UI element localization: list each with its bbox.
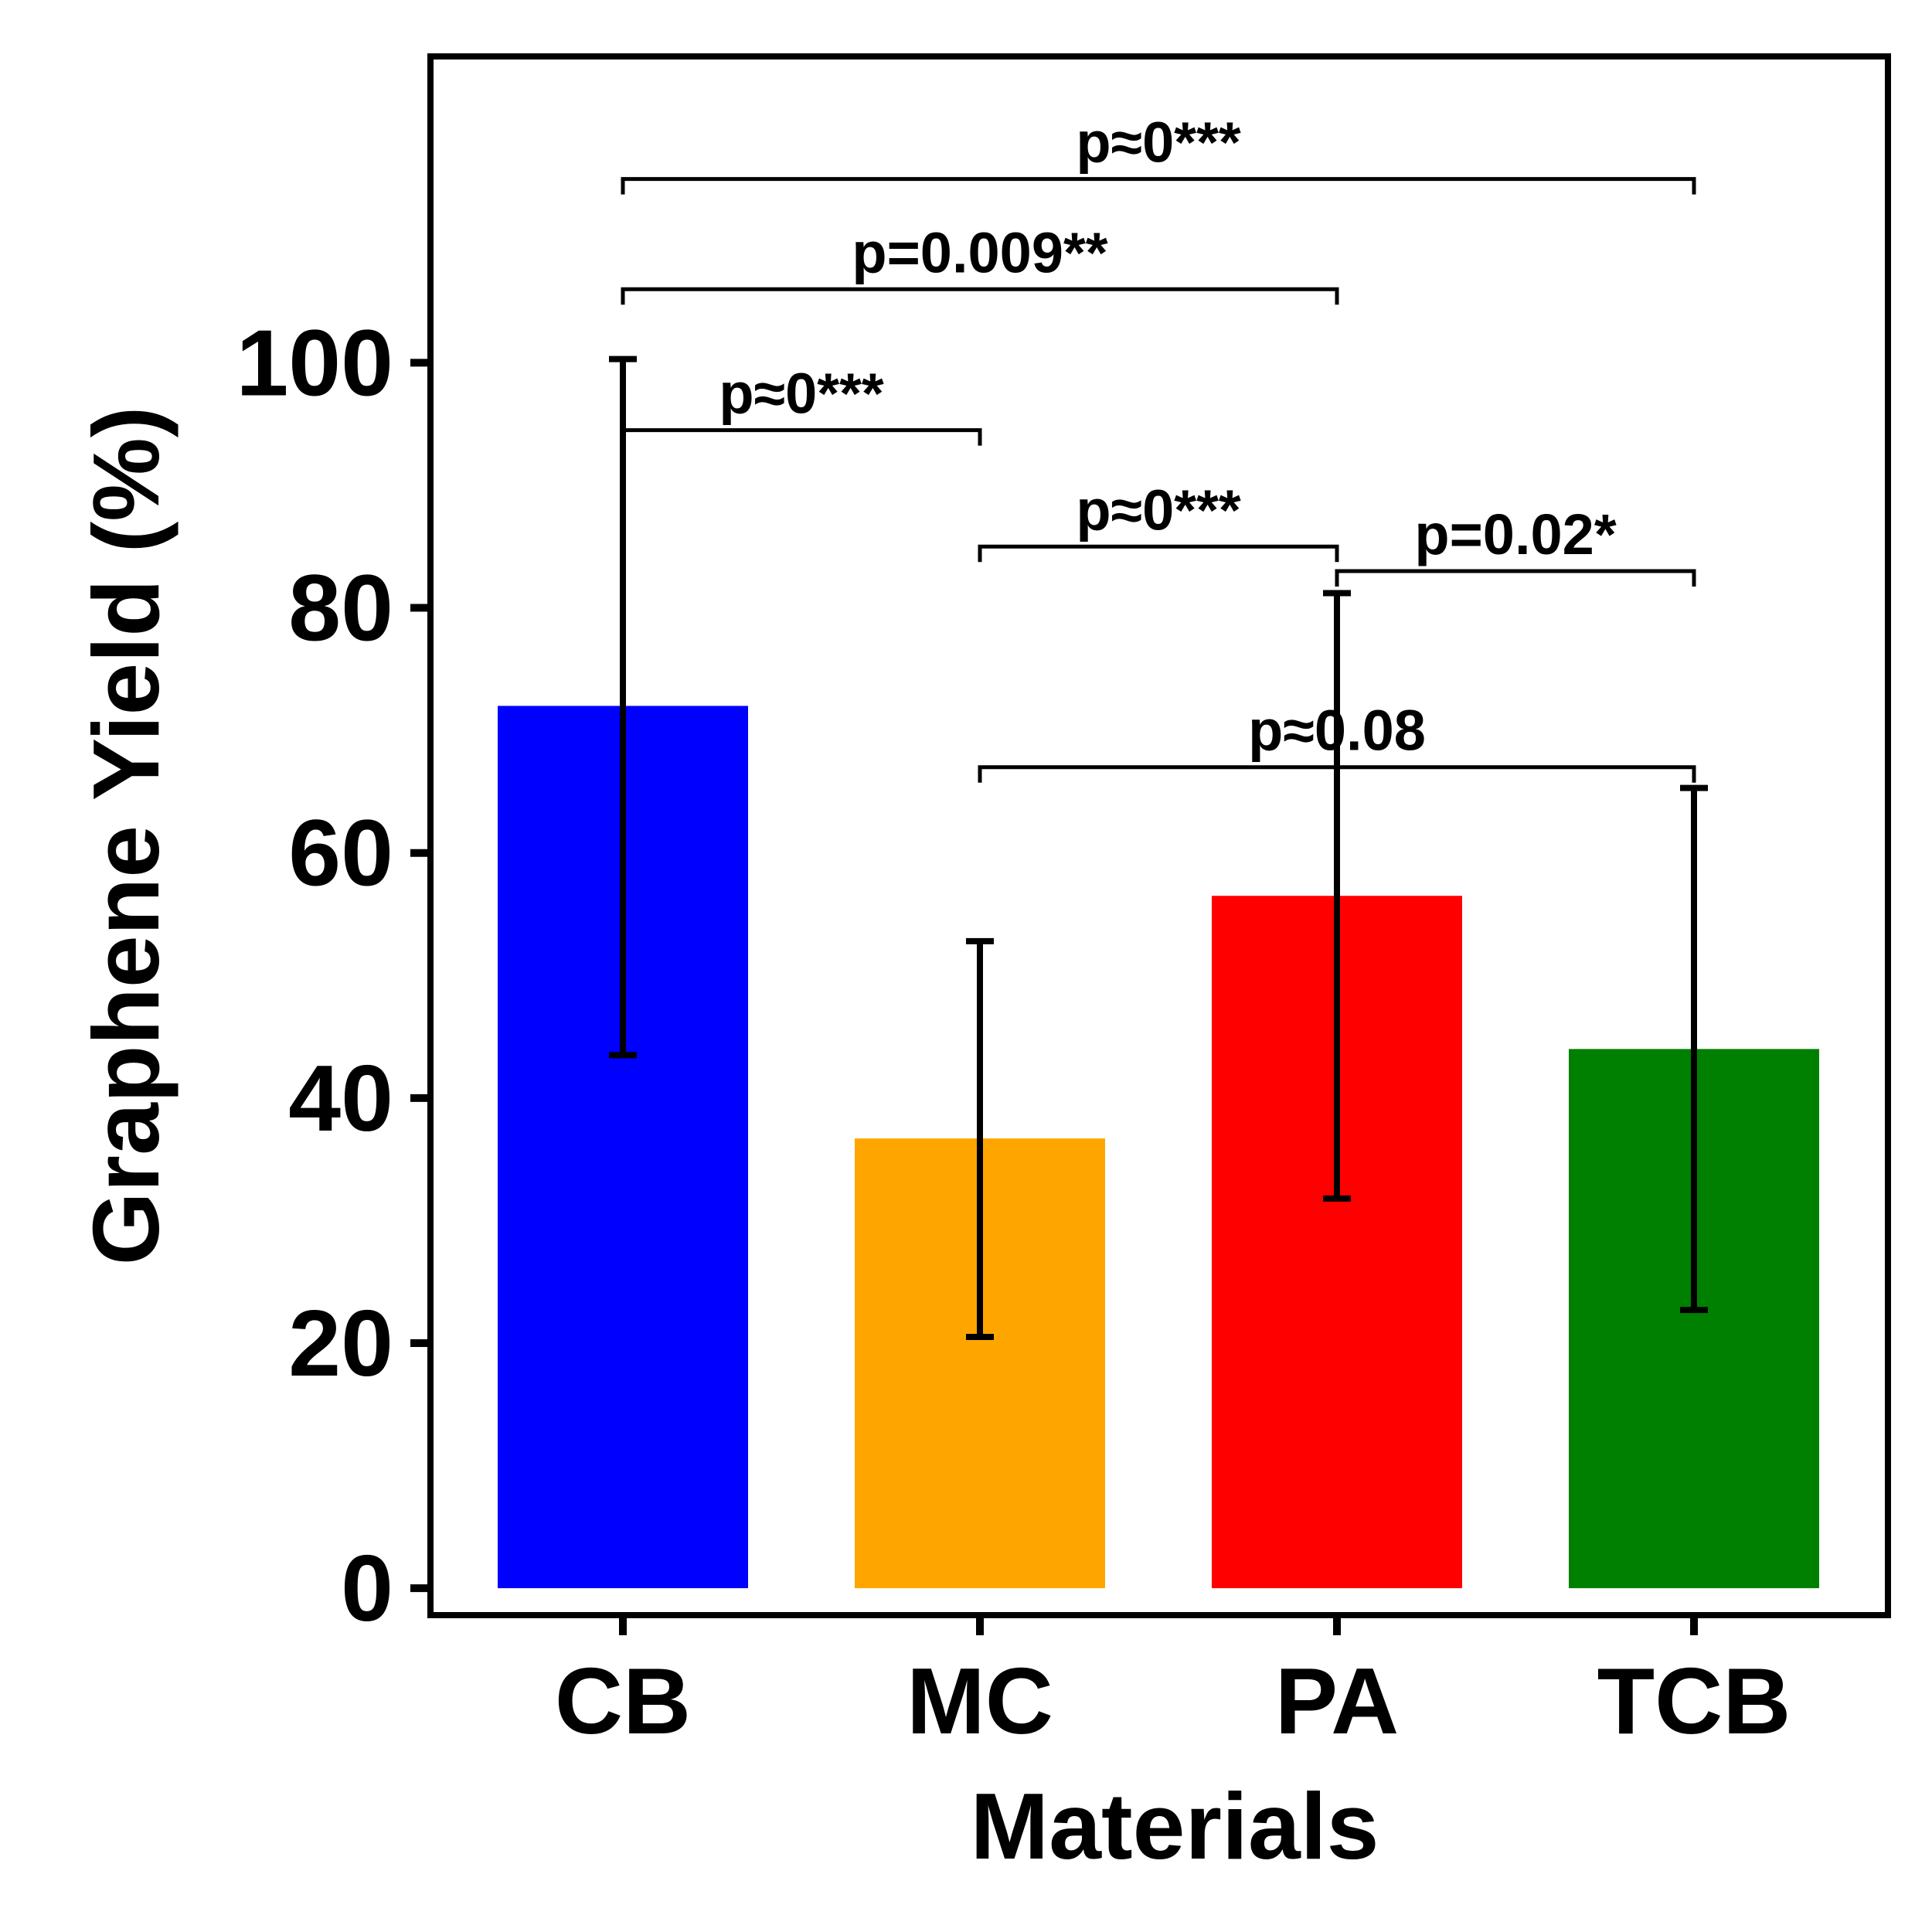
significance-brackets-layer: p≈0*** p≈0*** p=0.02* p≈0.08 p=0.009** p≈0*** bbox=[621, 111, 1696, 783]
error-bars-layer bbox=[609, 355, 1708, 1341]
significance-bracket-2: p≈0*** bbox=[978, 478, 1339, 563]
bracket-line bbox=[621, 287, 1339, 305]
y-tick-label: 40 bbox=[288, 1046, 393, 1151]
bracket-line bbox=[623, 428, 982, 446]
y-axis: 0 20 40 60 80 100 bbox=[236, 310, 430, 1641]
x-tick-label-pa: PA bbox=[1275, 1648, 1399, 1753]
significance-label: p≈0*** bbox=[1076, 478, 1241, 542]
x-tick-label-cb: CB bbox=[555, 1648, 691, 1753]
significance-bracket-5: p=0.009** bbox=[621, 220, 1339, 305]
x-axis: CB MC PA TCB bbox=[555, 1615, 1791, 1753]
significance-bracket-1: p≈0*** bbox=[623, 362, 982, 446]
y-tick-label: 60 bbox=[288, 801, 393, 906]
error-bar-tcb bbox=[1680, 784, 1708, 1314]
bracket-line bbox=[978, 765, 1696, 783]
y-axis-label: Graphene Yield (%) bbox=[73, 406, 179, 1266]
bars-layer bbox=[498, 706, 1819, 1589]
x-axis-label: Materials bbox=[971, 1774, 1379, 1879]
significance-bracket-4: p≈0.08 bbox=[978, 699, 1696, 783]
x-tick-label-mc: MC bbox=[906, 1648, 1053, 1753]
significance-label: p≈0*** bbox=[1076, 111, 1241, 175]
error-bar-cb bbox=[609, 355, 637, 1059]
significance-label: p≈0*** bbox=[719, 362, 884, 426]
y-tick-label: 0 bbox=[341, 1536, 393, 1641]
significance-label: p=0.009** bbox=[852, 220, 1107, 284]
bracket-line bbox=[1335, 569, 1696, 587]
error-bar-mc bbox=[966, 937, 994, 1341]
y-tick-label: 100 bbox=[236, 310, 393, 415]
bracket-line bbox=[978, 544, 1339, 563]
significance-bracket-3: p=0.02* bbox=[1335, 502, 1696, 587]
plot-frame bbox=[427, 53, 1891, 1618]
y-tick-label: 80 bbox=[288, 556, 393, 661]
y-tick-label: 20 bbox=[288, 1291, 393, 1396]
bracket-line bbox=[621, 177, 1696, 195]
x-tick-label-tcb: TCB bbox=[1597, 1648, 1791, 1753]
significance-label: p≈0.08 bbox=[1248, 699, 1426, 763]
significance-bracket-6: p≈0*** bbox=[621, 111, 1696, 195]
significance-label: p=0.02* bbox=[1414, 502, 1616, 566]
error-bar-pa bbox=[1323, 590, 1351, 1202]
